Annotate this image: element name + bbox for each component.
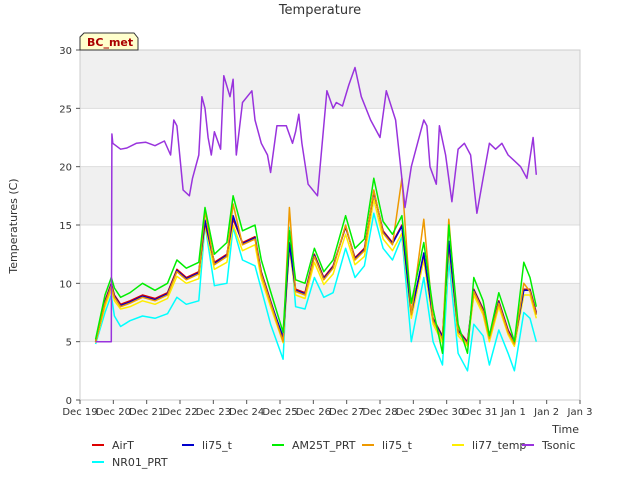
y-axis-label: Temperatures (C)	[7, 178, 20, 274]
series-line-li75-t	[94, 177, 538, 345]
x-tick-label: Jan 1	[500, 407, 526, 418]
series-line-nr01-prt	[94, 212, 538, 372]
legend-item: AirT	[92, 439, 134, 452]
series-line-tsonic	[95, 66, 538, 343]
legend-label: AM25T_PRT	[292, 439, 356, 452]
x-tick-label: Jan 2	[533, 407, 559, 418]
legend-item: AM25T_PRT	[272, 439, 356, 452]
legend-item: NR01_PRT	[92, 456, 168, 469]
site-label-box: BC_met	[79, 32, 139, 51]
y-tick-label: 30	[59, 46, 72, 57]
y-axis-ticks: 0 5 10 15 20 25 30	[59, 46, 80, 407]
x-tick-label: Dec 20	[96, 407, 131, 418]
legend-item: li75_t	[182, 439, 233, 452]
legend-label: li75_t	[202, 439, 233, 452]
chart-title: Temperature	[278, 3, 361, 18]
legend-item: Tsonic	[522, 439, 575, 452]
y-tick-label: 25	[59, 104, 72, 115]
legend-item: li77_temp	[452, 439, 526, 452]
y-tick-label: 20	[59, 163, 72, 174]
y-tick-label: 5	[66, 338, 72, 349]
legend-label: Tsonic	[541, 439, 575, 452]
y-tick-label: 0	[66, 396, 72, 407]
site-label: BC_met	[87, 36, 133, 49]
legend-label: AirT	[112, 439, 134, 452]
grid-band	[80, 166, 580, 225]
x-tick-label: Dec 25	[262, 407, 297, 418]
x-tick-label: Jan 3	[567, 407, 593, 418]
legend-item: li75_t	[362, 439, 413, 452]
x-tick-label: Dec 21	[129, 407, 164, 418]
y-tick-label: 10	[59, 279, 72, 290]
x-tick-label: Dec 22	[162, 407, 197, 418]
x-axis-label: Time	[551, 423, 579, 436]
y-tick-label: 15	[59, 221, 72, 232]
x-tick-label: Dec 27	[329, 407, 364, 418]
x-tick-label: Dec 19	[62, 407, 97, 418]
x-tick-label: Dec 26	[296, 407, 331, 418]
series-layer	[94, 66, 538, 372]
legend-label: li75_t	[382, 439, 413, 452]
legend-label: NR01_PRT	[112, 456, 168, 469]
x-tick-label: Dec 23	[196, 407, 231, 418]
legend-label: li77_temp	[472, 439, 526, 452]
x-tick-label: Dec 31	[462, 407, 497, 418]
x-tick-label: Dec 30	[429, 407, 464, 418]
x-tick-label: Dec 29	[396, 407, 431, 418]
x-tick-label: Dec 28	[362, 407, 397, 418]
series-line-am25t-prt	[94, 177, 538, 355]
legend: AirT NR01_PRT li75_t AM25T_PRT li75_t li77_te…	[92, 439, 575, 469]
x-tick-label: Dec 24	[229, 407, 264, 418]
